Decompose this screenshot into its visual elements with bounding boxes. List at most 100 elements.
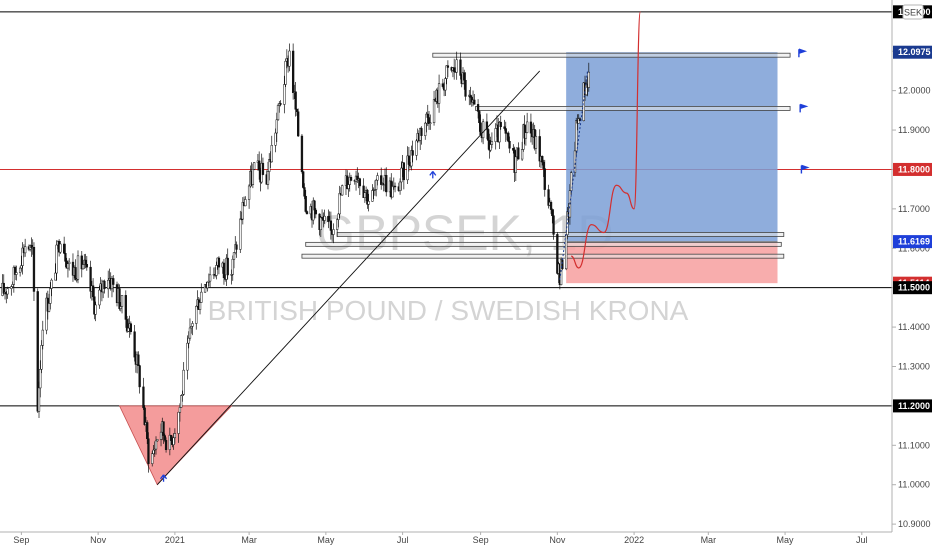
candle-body xyxy=(152,449,155,455)
candle-body xyxy=(54,272,57,281)
candle-body xyxy=(190,326,193,329)
candlesticks xyxy=(1,43,590,473)
candle-body xyxy=(336,219,339,230)
candle-body xyxy=(297,111,300,137)
price-zones[interactable] xyxy=(301,52,791,259)
price-axis[interactable]: 12.200012.100012.000011.900011.800011.70… xyxy=(891,0,932,532)
candle-body xyxy=(362,185,365,198)
candle-body xyxy=(241,202,244,220)
candle-body xyxy=(180,395,183,408)
candle-body xyxy=(520,149,524,160)
candle-body xyxy=(432,99,436,123)
candle-body xyxy=(75,279,78,281)
candle-body xyxy=(182,369,185,395)
candle-body xyxy=(153,448,156,451)
candle-body xyxy=(504,128,507,134)
candle-body xyxy=(15,272,18,275)
candle-body xyxy=(481,121,485,139)
time-tick-label: 2021 xyxy=(165,535,185,545)
candle-body xyxy=(542,161,545,169)
candle-body xyxy=(338,193,341,215)
candle-body xyxy=(524,132,528,139)
price-tick-label: 11.4000 xyxy=(898,322,930,332)
candle-body xyxy=(6,288,9,295)
candle-body xyxy=(181,394,184,396)
candle-body xyxy=(455,59,458,73)
candle-body xyxy=(426,113,429,118)
candle-body xyxy=(517,147,520,160)
candle-body xyxy=(305,211,309,215)
candle-body xyxy=(400,167,403,183)
time-tick-label: Jul xyxy=(397,535,409,545)
candle-body xyxy=(147,438,150,464)
projection-path[interactable] xyxy=(559,11,641,280)
candle-body xyxy=(366,189,369,205)
candle-body xyxy=(275,119,278,134)
candle-body xyxy=(232,252,236,260)
time-axis-ticks: Sep Nov 2021 Mar May Jul Sep Nov 2022 Mar May Jul xyxy=(13,532,868,545)
candle-body xyxy=(398,181,402,191)
zone-rectangle[interactable] xyxy=(301,253,785,259)
dashed-projection-line[interactable] xyxy=(559,70,589,280)
zone-rectangle[interactable] xyxy=(432,52,791,58)
candle-body xyxy=(98,289,101,306)
candle-body xyxy=(373,189,377,191)
flag-icon xyxy=(800,164,810,174)
candle-body xyxy=(177,411,180,434)
candle-body xyxy=(391,186,394,198)
projection-curve[interactable] xyxy=(570,11,641,269)
candle-body xyxy=(142,386,145,409)
flag-icon xyxy=(798,48,808,58)
triangle-drawing[interactable] xyxy=(118,405,233,486)
trendline-drawing[interactable] xyxy=(156,70,541,486)
candle-body xyxy=(208,274,212,282)
candle-body xyxy=(169,434,173,441)
candle-body xyxy=(21,247,24,266)
watermark-description: BRITISH POUND / SWEDISH KRONA xyxy=(208,295,689,326)
candle-body xyxy=(341,185,344,196)
candle-body xyxy=(441,83,445,87)
candle-body xyxy=(187,337,190,344)
candle-body xyxy=(112,278,115,285)
candle-body xyxy=(380,175,383,185)
zone-rectangle[interactable] xyxy=(336,232,785,237)
currency-box[interactable]: SEK xyxy=(902,4,924,20)
candle-body xyxy=(323,215,326,221)
candle-body xyxy=(49,288,52,304)
price-badge-label: 11.2000 xyxy=(898,401,930,411)
candle-body xyxy=(191,323,194,327)
arrow-up-icon xyxy=(429,170,437,179)
candle-body xyxy=(347,184,350,189)
candle-body xyxy=(207,280,210,283)
candle-body xyxy=(13,267,17,275)
candle-body xyxy=(143,407,146,425)
candle-body xyxy=(258,160,261,171)
time-axis[interactable]: Sep Nov 2021 Mar May Jul Sep Nov 2022 Mar May Jul xyxy=(0,531,892,545)
zone-rectangle[interactable] xyxy=(305,241,782,247)
candle-body xyxy=(356,175,359,181)
candle-body xyxy=(276,105,280,121)
candle-body xyxy=(499,121,502,128)
candle-body xyxy=(534,136,538,149)
zone-rectangle[interactable] xyxy=(475,106,791,111)
arrow-up-icon xyxy=(160,474,168,482)
price-badge xyxy=(893,45,932,59)
candle-body xyxy=(59,243,62,253)
trendline[interactable] xyxy=(156,70,541,486)
candle-body xyxy=(12,267,15,285)
candle-body xyxy=(266,171,270,185)
candle-body xyxy=(573,150,577,173)
candle-body xyxy=(552,215,555,235)
candle-body xyxy=(314,209,317,215)
long-position-tool[interactable] xyxy=(566,52,778,284)
price-tick-label: 11.9000 xyxy=(898,125,930,135)
candle-body xyxy=(20,265,23,269)
candle-body xyxy=(85,264,88,268)
position-target-zone[interactable] xyxy=(566,52,778,242)
candle-body xyxy=(464,79,467,97)
position-stop-zone[interactable] xyxy=(566,241,778,284)
triangle-shape[interactable] xyxy=(118,405,233,486)
time-tick-label: Sep xyxy=(473,535,489,545)
candle-body xyxy=(195,306,198,324)
